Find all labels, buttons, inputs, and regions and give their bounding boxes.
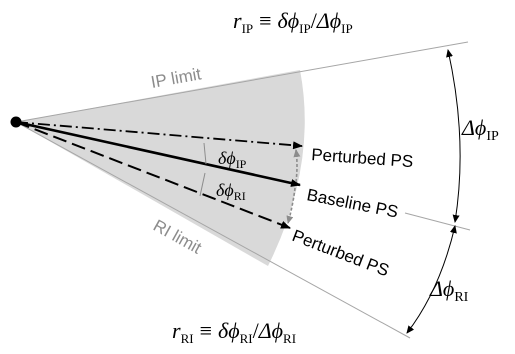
ip-limit-label: IP limit <box>149 64 202 92</box>
large-delta-ip-label: ΔϕIP <box>461 115 499 144</box>
perturbed-ps-bottom-label: Perturbed PS <box>290 226 392 280</box>
baseline-ps-label: Baseline PS <box>305 185 400 221</box>
r-ri-formula: rRI ≡ δϕRI/ΔϕRI <box>172 318 296 346</box>
r-ip-formula: rIP ≡ δϕIP/ΔϕIP <box>233 8 353 36</box>
large-delta-ri-label: ΔϕRI <box>429 276 469 305</box>
delta-phi-ip-arc <box>448 50 460 222</box>
origin-dot <box>11 117 22 128</box>
perturbed-ps-top-label: Perturbed PS <box>311 145 414 171</box>
mid-divider-ray <box>405 213 470 230</box>
